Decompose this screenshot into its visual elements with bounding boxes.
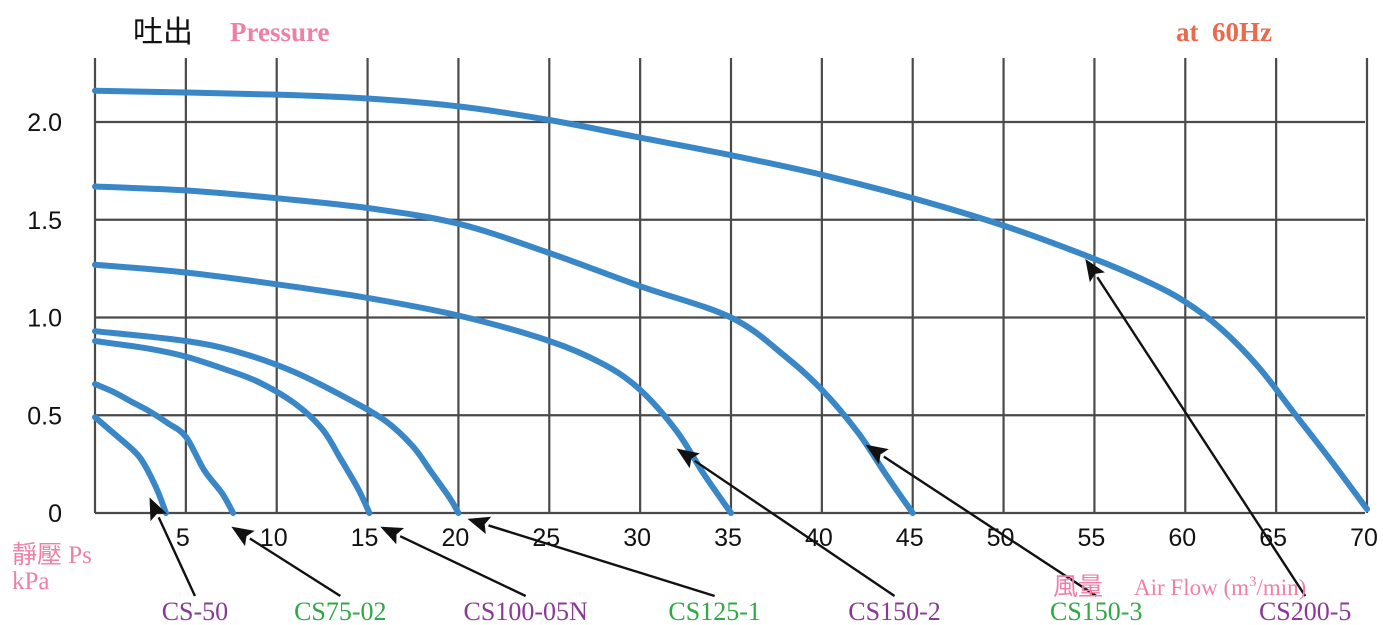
- model-label: CS125-1: [668, 597, 760, 625]
- performance-curves: [92, 87, 1370, 516]
- y-axis-unit: kPa: [12, 568, 50, 595]
- x-tick-label: 15: [351, 524, 379, 552]
- arrow-shaft: [399, 535, 527, 598]
- x-tick-label: 70: [1350, 524, 1378, 552]
- x-axis-title-sup: 3: [1249, 574, 1257, 590]
- y-tick-label: 0: [48, 500, 62, 528]
- x-tick-label: 30: [623, 524, 651, 552]
- frequency-label: at 60Hz: [1176, 17, 1272, 47]
- arrow-head: [380, 526, 404, 545]
- model-label: CS150-2: [848, 597, 940, 625]
- x-tick-label: 55: [1078, 524, 1106, 552]
- y-tick-label: 0.5: [27, 402, 62, 430]
- y-axis-title: 靜壓 Ps: [12, 541, 92, 569]
- y-tick-labels: 0 0.5 1.0 1.5 2.0: [27, 109, 62, 528]
- curve-cs125-1: [92, 328, 462, 516]
- y-tick-label: 1.0: [27, 305, 62, 333]
- x-tick-label: 35: [714, 524, 742, 552]
- model-arrows: [149, 258, 1307, 598]
- curve-cs-50: [92, 414, 169, 516]
- arrow-shaft: [249, 537, 341, 598]
- x-tick-labels: 5 10 15 20 25 30 35 40 45 50 55 60 65 70: [176, 524, 1378, 552]
- x-tick-label: 20: [442, 524, 470, 552]
- curve-cs200-5: [92, 87, 1370, 513]
- x-tick-label: 45: [896, 524, 924, 552]
- arrow-head: [865, 444, 889, 465]
- x-tick-label: 5: [176, 524, 190, 552]
- arrow-head: [467, 516, 492, 534]
- model-labels: CS-50 CS75-02 CS100-05N CS125-1 CS150-2 CS150…: [162, 597, 1352, 625]
- curve-cs75-02: [92, 381, 237, 516]
- arrow-shaft: [694, 459, 896, 597]
- arrow-shaft: [157, 516, 197, 597]
- model-label: CS150-3: [1050, 597, 1142, 625]
- x-axis-title-jp: 風量: [1053, 574, 1103, 601]
- y-tick-label: 2.0: [27, 109, 62, 137]
- model-label: CS200-5: [1259, 597, 1351, 625]
- arrow-shaft: [883, 455, 1097, 598]
- model-label: CS100-05N: [464, 597, 588, 625]
- arrow-head: [676, 448, 700, 469]
- curve-cs150-2: [92, 261, 734, 516]
- x-tick-label: 25: [532, 524, 560, 552]
- curve-cs150-3: [92, 183, 916, 516]
- arrow-shaft: [1096, 276, 1307, 597]
- title-en: Pressure: [230, 17, 329, 47]
- x-tick-label: 60: [1168, 524, 1196, 552]
- arrow-head: [231, 526, 255, 547]
- x-axis-title-tail: /min): [1257, 575, 1307, 600]
- title-jp: 吐出: [133, 16, 193, 49]
- x-axis-title-en: Air Flow (m: [1134, 575, 1249, 600]
- y-tick-label: 1.5: [27, 207, 62, 235]
- model-label: CS75-02: [294, 597, 386, 625]
- arrow-shaft: [488, 524, 716, 598]
- model-label: CS-50: [162, 597, 228, 625]
- x-axis-title: Air Flow (m3/min): [1134, 574, 1306, 600]
- arrow-head: [1085, 258, 1105, 283]
- curve-cs100-05n: [92, 338, 373, 516]
- arrow-head: [149, 497, 167, 522]
